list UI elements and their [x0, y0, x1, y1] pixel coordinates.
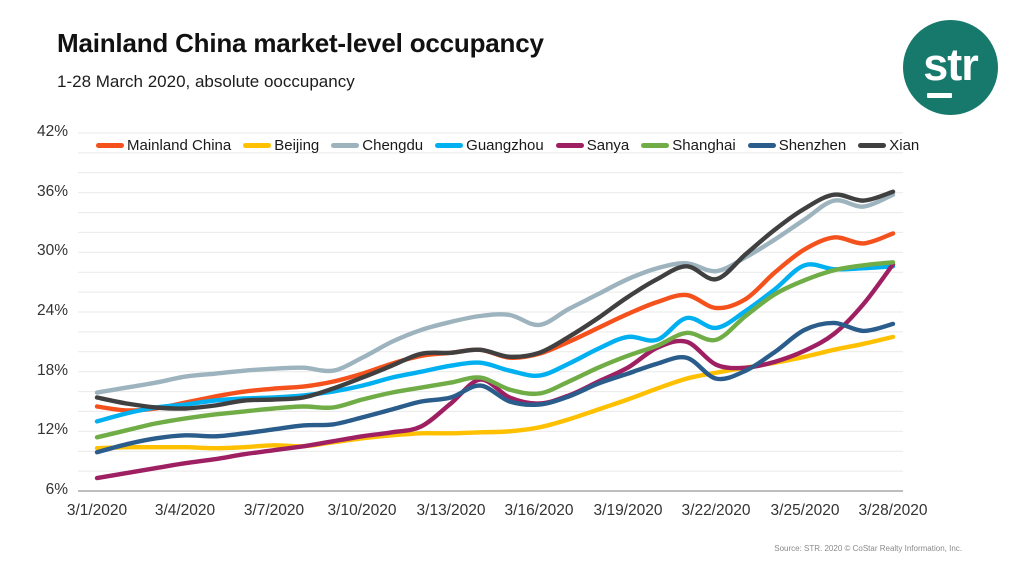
- legend-swatch-guangzhou: [435, 142, 464, 148]
- series-line-sanya: [94, 262, 896, 481]
- legend-label: Shanghai: [672, 136, 736, 154]
- legend-item-shanghai: Shanghai: [641, 136, 736, 154]
- legend-label: Chengdu: [362, 136, 424, 154]
- legend-label: Shenzhen: [778, 136, 847, 154]
- str-logo-underline: [927, 93, 952, 98]
- legend-item-guangzhou: Guangzhou: [435, 137, 544, 154]
- legend-label: Mainland China: [127, 136, 232, 154]
- legend-swatch-beijing: [243, 142, 272, 148]
- series-line-shanghai: [94, 260, 896, 440]
- series-line-xian: [94, 189, 896, 411]
- legend-item-shenzhen: Shenzhen: [747, 136, 847, 154]
- x-axis-label: 3/25/2020: [770, 502, 840, 519]
- y-axis-label: 42%: [36, 123, 68, 140]
- x-axis-label: 3/10/2020: [327, 502, 397, 519]
- x-axis-label: 3/13/2020: [416, 502, 486, 519]
- legend-item-sanya: Sanya: [555, 136, 630, 154]
- x-axis-label: 3/1/2020: [66, 502, 128, 519]
- x-axis-label: 3/16/2020: [504, 502, 574, 519]
- series-line-chengdu: [94, 192, 896, 395]
- str-logo-text: str: [923, 39, 979, 90]
- y-axis-label: 12%: [36, 421, 68, 439]
- x-axis-label: 3/19/2020: [593, 502, 663, 519]
- x-axis-label: 3/28/2020: [858, 502, 928, 519]
- y-axis-label: 30%: [36, 242, 68, 260]
- legend-swatch-shenzhen: [747, 142, 776, 148]
- page-subtitle: 1-28 March 2020, absolute ooccupancy: [57, 72, 355, 91]
- legend-item-mainland-china: Mainland China: [96, 137, 231, 154]
- legend-item-beijing: Beijing: [243, 137, 319, 154]
- y-axis-label: 24%: [36, 302, 68, 319]
- legend-item-xian: Xian: [858, 137, 919, 154]
- legend-swatch-chengdu: [331, 142, 360, 148]
- y-axis-label: 18%: [36, 361, 68, 379]
- x-axis-label: 3/7/2020: [243, 502, 305, 519]
- legend-label: Xian: [889, 136, 920, 154]
- legend-swatch-xian: [858, 142, 887, 148]
- legend-swatch-mainland-china: [96, 142, 124, 148]
- legend-item-chengdu: Chengdu: [331, 137, 423, 154]
- legend-label: Beijing: [274, 136, 320, 154]
- x-axis-label: 3/4/2020: [154, 502, 216, 519]
- legend-swatch-sanya: [555, 142, 584, 148]
- y-axis-label: 36%: [36, 182, 68, 200]
- chart-canvas: [78, 132, 903, 492]
- legend-label: Sanya: [586, 136, 630, 154]
- page-title: Mainland China market-level occupancy: [57, 28, 544, 58]
- x-axis-label-clip: 3/28/2020: [847, 502, 930, 524]
- occupancy-line-chart: Mainland China Beijing Chengdu Guangzhou San…: [0, 110, 1024, 540]
- legend-label: Guangzhou: [466, 136, 544, 154]
- series-line-shenzhen: [94, 320, 896, 455]
- y-axis-label: 6%: [45, 481, 68, 498]
- legend-swatch-shanghai: [641, 142, 670, 148]
- chart-legend: Mainland China Beijing Chengdu Guangzhou San…: [96, 134, 919, 156]
- x-axis-label: 3/22/2020: [681, 502, 751, 519]
- str-logo: str: [903, 20, 998, 115]
- source-note: Source: STR. 2020 © CoStar Realty Inform…: [774, 544, 962, 553]
- series-line-guangzhou: [94, 262, 896, 424]
